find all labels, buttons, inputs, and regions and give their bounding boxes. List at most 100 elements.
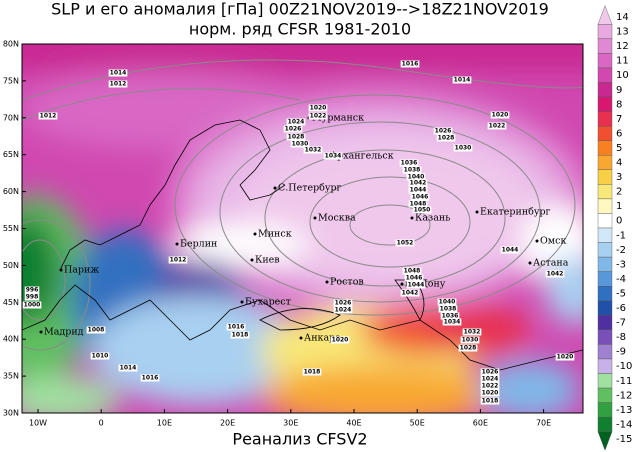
isobar-label-bg (140, 374, 160, 382)
legend-label: 6 (616, 128, 622, 139)
isobar-label-bg (436, 134, 456, 142)
isobar-label-bg (22, 301, 42, 309)
legend-swatch (597, 198, 613, 214)
isobar-label: 1042 (402, 290, 419, 297)
isobar-label: 1030 (292, 141, 309, 148)
city-dot (273, 186, 277, 190)
isobar-label: 1028 (288, 134, 305, 141)
city-label: Астана (533, 258, 569, 269)
isobar-label-bg (433, 127, 453, 135)
isobar-label-bg (453, 144, 473, 152)
legend-label: -10 (616, 361, 632, 372)
lat-label: 40N (3, 335, 19, 344)
isobar-label: 1028 (460, 345, 477, 352)
legend-label: -14 (616, 419, 632, 430)
city-label: Минск (258, 229, 292, 240)
legend-swatch (597, 242, 613, 258)
city-label: Москва (318, 213, 356, 224)
legend-swatch (597, 5, 613, 25)
legend-swatch (597, 67, 613, 83)
isobar-label-bg (437, 298, 457, 306)
legend-label: 14 (616, 12, 629, 23)
isobar-label: 1012 (40, 113, 57, 120)
legend-swatch (597, 373, 613, 389)
isobar-label: 1014 (120, 365, 137, 372)
isobar-label-bg (412, 206, 432, 214)
city-label: Мадрид (44, 327, 84, 338)
isobar-label-bg (286, 133, 306, 141)
isobar-label-bg (24, 286, 40, 294)
isobar-label: 1032 (464, 329, 481, 336)
isobar-label-bg (487, 122, 507, 130)
city-dot (253, 232, 257, 236)
isobar-label: 1046 (412, 194, 429, 201)
legend-label: -15 (616, 434, 632, 445)
isobar-label: 1042 (547, 271, 564, 278)
lat-label: 60N (3, 187, 19, 196)
isobar-label: 1016 (228, 324, 245, 331)
legend-swatch (597, 140, 613, 156)
isobar-label-bg (86, 326, 106, 334)
isobar-label: 1026 (435, 128, 452, 135)
legend-label: 11 (616, 56, 629, 67)
isobar-label-bg (400, 289, 420, 297)
legend-label: -12 (616, 390, 632, 401)
legend-label: -4 (616, 274, 626, 285)
isobar-label-bg (108, 69, 128, 77)
isobar-label: 1000 (24, 302, 41, 309)
city-label: Ростов (330, 277, 364, 288)
isobar-label: 1036 (442, 313, 459, 320)
legend-label: 10 (616, 70, 629, 81)
isobar-label: 1020 (482, 390, 499, 397)
city-label: Париж (64, 265, 99, 276)
legend-label: -6 (616, 303, 626, 314)
isobar-label-bg (408, 186, 428, 194)
isobar-label-bg (330, 336, 350, 344)
legend-label: -8 (616, 332, 626, 343)
isobar-label-bg (410, 193, 430, 201)
legend-swatch (597, 416, 613, 432)
city-dot (59, 268, 63, 272)
isobar-label-bg (308, 104, 328, 112)
isobar-label: 1040 (439, 299, 456, 306)
lat-label: 35N (3, 372, 19, 381)
isobar-label: 1022 (310, 113, 327, 120)
legend-swatch (597, 256, 613, 272)
city-dot (240, 300, 244, 304)
legend-swatch (597, 402, 613, 418)
isobar-label-bg (442, 318, 462, 326)
isobar-label-bg (555, 353, 575, 361)
legend-swatch (597, 213, 613, 229)
city-dot (299, 336, 303, 340)
isobar-label-bg (438, 305, 458, 313)
isobar-label: 1044 (410, 187, 427, 194)
city-dot (250, 258, 254, 262)
isobar-label-bg (404, 274, 424, 282)
isobar-label: 1026 (482, 369, 499, 376)
isobar-label: 1052 (397, 240, 414, 247)
isobar-label-bg (283, 125, 303, 133)
isobar-label: 1020 (492, 112, 509, 119)
city-label: Архангельск (330, 151, 394, 162)
isobar-label: 1018 (304, 369, 321, 376)
isobar-label: 1012 (110, 81, 127, 88)
isobar-label: 998 (26, 294, 39, 301)
legend-label: 5 (616, 143, 622, 154)
legend-label: 0 (616, 216, 622, 227)
isobar-label-bg (230, 331, 250, 339)
city-label: Бухарест (245, 297, 291, 308)
city-label: Анкара (304, 333, 341, 344)
legend-swatch (597, 125, 613, 141)
footer: Реанализ CFSV2 (232, 430, 367, 449)
isobar-label: 1036 (401, 160, 418, 167)
legend-swatch (597, 431, 613, 451)
isobar-label: 1026 (285, 126, 302, 133)
isobar-label-bg (308, 112, 328, 120)
legend-swatch (597, 358, 613, 374)
isobar-label: 1032 (305, 147, 322, 154)
legend-swatch (597, 96, 613, 112)
legend-swatch (597, 315, 613, 331)
legend-label: -3 (616, 259, 626, 270)
isobar-label: 1024 (335, 307, 352, 314)
isobar-label-bg (323, 152, 343, 160)
